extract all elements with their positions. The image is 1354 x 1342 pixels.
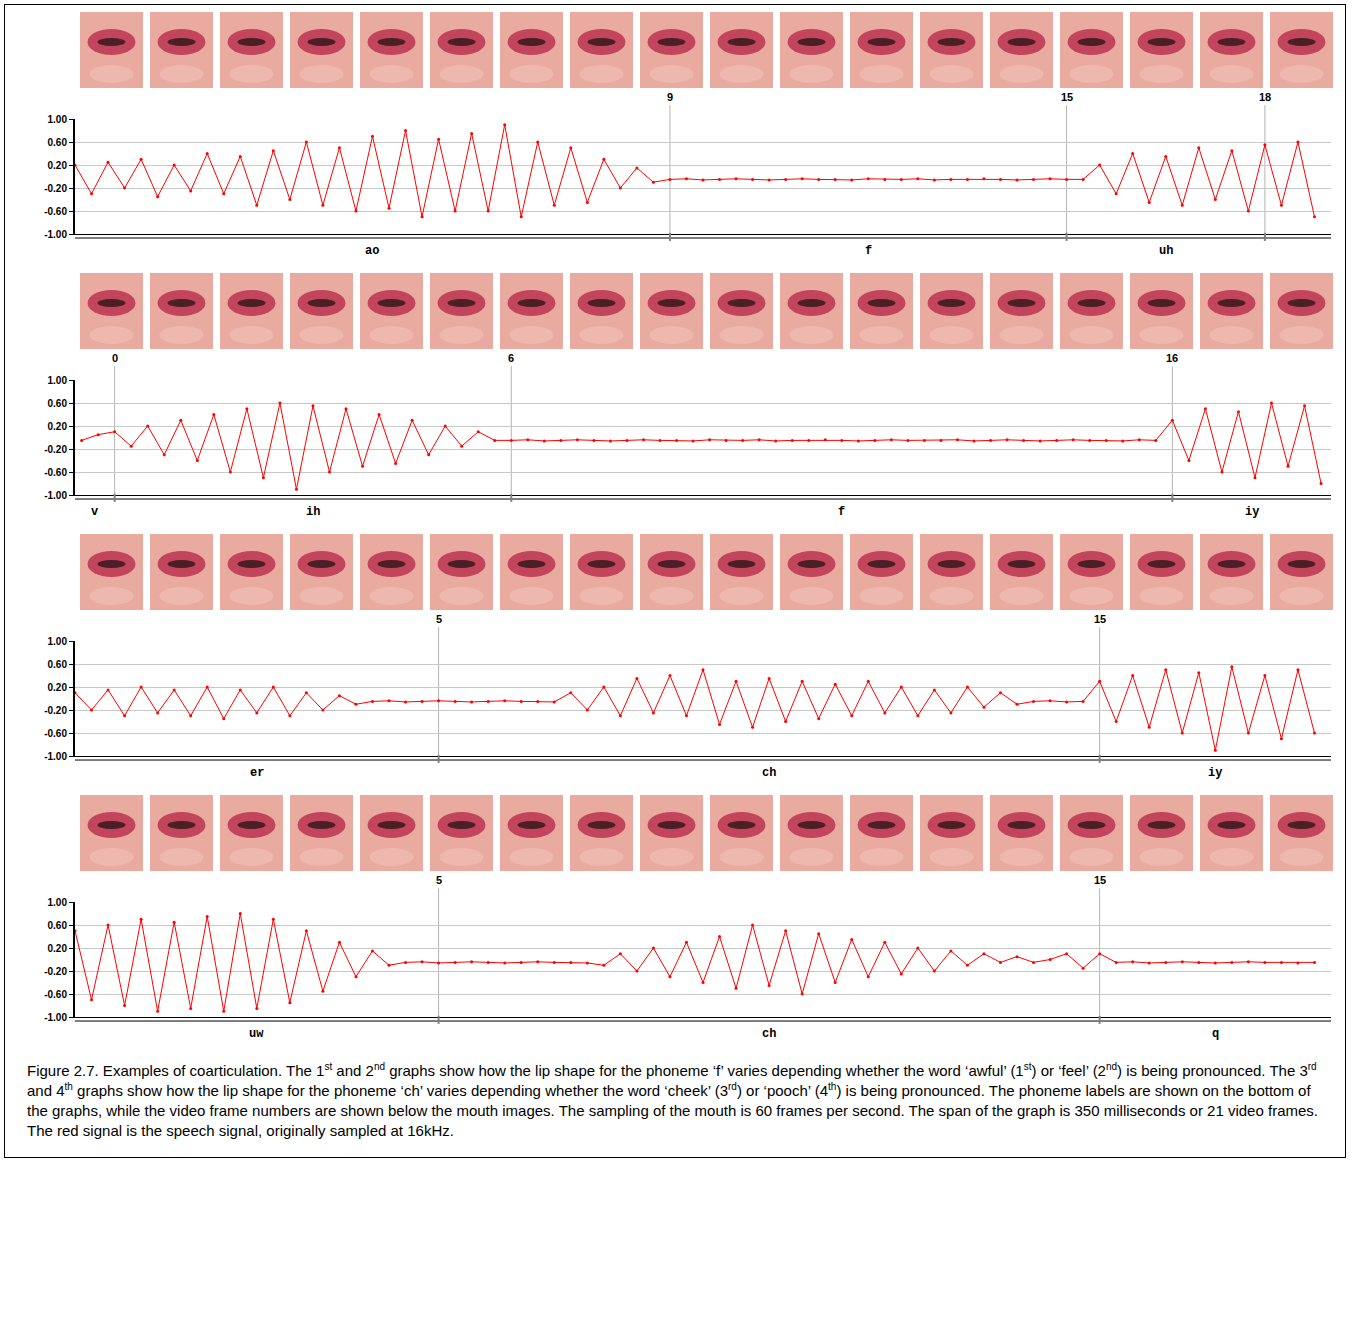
svg-text:0.20: 0.20 bbox=[48, 421, 68, 432]
svg-text:uh: uh bbox=[1159, 244, 1173, 258]
svg-text:0: 0 bbox=[112, 352, 118, 364]
svg-text:18: 18 bbox=[1259, 91, 1271, 103]
svg-text:6: 6 bbox=[508, 352, 514, 364]
svg-text:15: 15 bbox=[1094, 874, 1106, 886]
svg-text:9: 9 bbox=[667, 91, 673, 103]
svg-text:0.60: 0.60 bbox=[48, 920, 68, 931]
svg-text:-1.00: -1.00 bbox=[44, 229, 67, 240]
svg-text:15: 15 bbox=[1094, 613, 1106, 625]
svg-text:1.00: 1.00 bbox=[48, 375, 68, 386]
svg-text:f: f bbox=[865, 244, 872, 258]
svg-text:ch: ch bbox=[762, 1027, 776, 1041]
svg-text:5: 5 bbox=[436, 874, 442, 886]
svg-text:er: er bbox=[250, 766, 264, 780]
svg-text:5: 5 bbox=[436, 613, 442, 625]
svg-text:0.20: 0.20 bbox=[48, 160, 68, 171]
html-text:and 4thgraphs show how the lip: and 4thgraphs show how the lip shape for… bbox=[27, 1081, 1318, 1139]
svg-text:ao: ao bbox=[365, 244, 379, 258]
svg-text:0.20: 0.20 bbox=[48, 943, 68, 954]
svg-text:0.20: 0.20 bbox=[48, 682, 68, 693]
svg-text:uw: uw bbox=[249, 1027, 264, 1041]
svg-text:-0.60: -0.60 bbox=[44, 206, 67, 217]
svg-text:-0.20: -0.20 bbox=[44, 966, 67, 977]
svg-text:ih: ih bbox=[306, 505, 320, 519]
html-text:Figure 2.7. Examples of coarti: Figure 2.7. Examples of coarticulation. … bbox=[27, 1061, 1317, 1079]
svg-text:iy: iy bbox=[1245, 505, 1259, 519]
svg-text:1.00: 1.00 bbox=[48, 636, 68, 647]
svg-text:0.60: 0.60 bbox=[48, 659, 68, 670]
svg-text:ch: ch bbox=[762, 766, 776, 780]
svg-text:-1.00: -1.00 bbox=[44, 490, 67, 501]
svg-text:1.00: 1.00 bbox=[48, 114, 68, 125]
svg-text:-1.00: -1.00 bbox=[44, 1012, 67, 1023]
svg-text:-0.20: -0.20 bbox=[44, 705, 67, 716]
svg-text:f: f bbox=[838, 505, 845, 519]
svg-text:-0.60: -0.60 bbox=[44, 989, 67, 1000]
svg-text:-1.00: -1.00 bbox=[44, 751, 67, 762]
svg-text:q: q bbox=[1212, 1027, 1219, 1041]
svg-text:1.00: 1.00 bbox=[48, 897, 68, 908]
svg-text:-0.20: -0.20 bbox=[44, 183, 67, 194]
svg-text:-0.60: -0.60 bbox=[44, 728, 67, 739]
svg-text:0.60: 0.60 bbox=[48, 398, 68, 409]
svg-text:-0.60: -0.60 bbox=[44, 467, 67, 478]
svg-text:v: v bbox=[91, 505, 98, 519]
svg-text:-0.20: -0.20 bbox=[44, 444, 67, 455]
svg-text:iy: iy bbox=[1208, 766, 1222, 780]
svg-text:0.60: 0.60 bbox=[48, 137, 68, 148]
svg-text:16: 16 bbox=[1166, 352, 1178, 364]
svg-text:15: 15 bbox=[1061, 91, 1073, 103]
